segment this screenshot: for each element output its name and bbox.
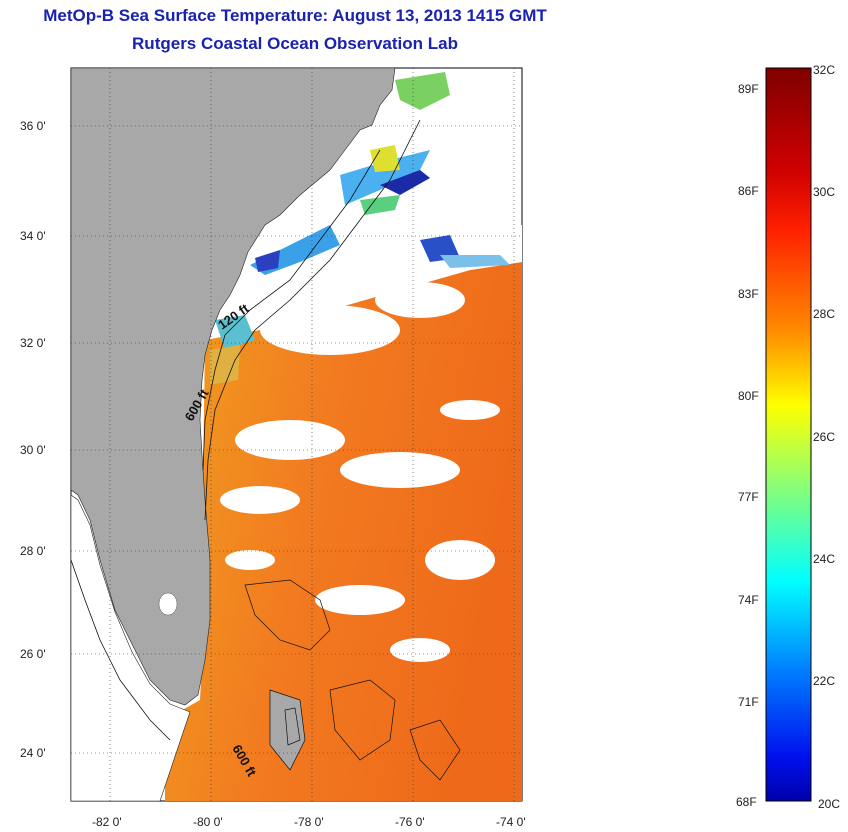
fahrenheit-label: 71F [738, 695, 759, 709]
lat-tick-label: 32 0' [20, 336, 46, 350]
gulf-area [71, 494, 191, 801]
cool-patches [210, 72, 510, 385]
cloud-patches [220, 282, 500, 662]
fahrenheit-label: 83F [738, 287, 759, 301]
fahrenheit-label: 68F [736, 795, 757, 809]
fahrenheit-label: 89F [738, 82, 759, 96]
lon-tick-label: -80 0' [193, 815, 223, 829]
bahamas-banks [244, 579, 461, 781]
color-scale: 89F 86F 83F 80F 77F 74F 71F 68F 32C 30C … [736, 63, 840, 811]
lat-tick-label: 36 0' [20, 119, 46, 133]
celsius-label: 30C [813, 185, 835, 199]
contour-600ft [204, 119, 421, 521]
land-mass [71, 68, 396, 706]
celsius-label: 32C [813, 63, 835, 77]
fahrenheit-label: 77F [738, 490, 759, 504]
lat-tick-label: 30 0' [20, 443, 46, 457]
fahrenheit-label: 74F [738, 593, 759, 607]
chart-subtitle: Rutgers Coastal Ocean Observation Lab [132, 34, 458, 53]
color-scale-bar [765, 67, 812, 802]
sst-warm-region [165, 262, 522, 801]
celsius-label: 24C [813, 552, 835, 566]
lon-tick-label: -78 0' [294, 815, 324, 829]
lon-tick-label: -82 0' [92, 815, 122, 829]
sst-map: 120 ft 600 ft 600 ft 36 0' 34 0' 32 0' 3… [20, 67, 526, 829]
lon-tick-label: -74 0' [496, 815, 526, 829]
celsius-label: 20C [818, 797, 840, 811]
lat-tick-label: 34 0' [20, 229, 46, 243]
fahrenheit-label: 80F [738, 389, 759, 403]
fahrenheit-label: 86F [738, 184, 759, 198]
lake-okeechobee [158, 592, 178, 616]
celsius-label: 26C [813, 430, 835, 444]
celsius-label: 28C [813, 307, 835, 321]
lat-tick-label: 24 0' [20, 746, 46, 760]
celsius-label: 22C [813, 674, 835, 688]
lat-tick-label: 28 0' [20, 544, 46, 558]
contour-120ft [202, 149, 381, 471]
chart-title: MetOp-B Sea Surface Temperature: August … [43, 6, 547, 25]
lat-tick-label: 26 0' [20, 647, 46, 661]
lon-tick-label: -76 0' [395, 815, 425, 829]
